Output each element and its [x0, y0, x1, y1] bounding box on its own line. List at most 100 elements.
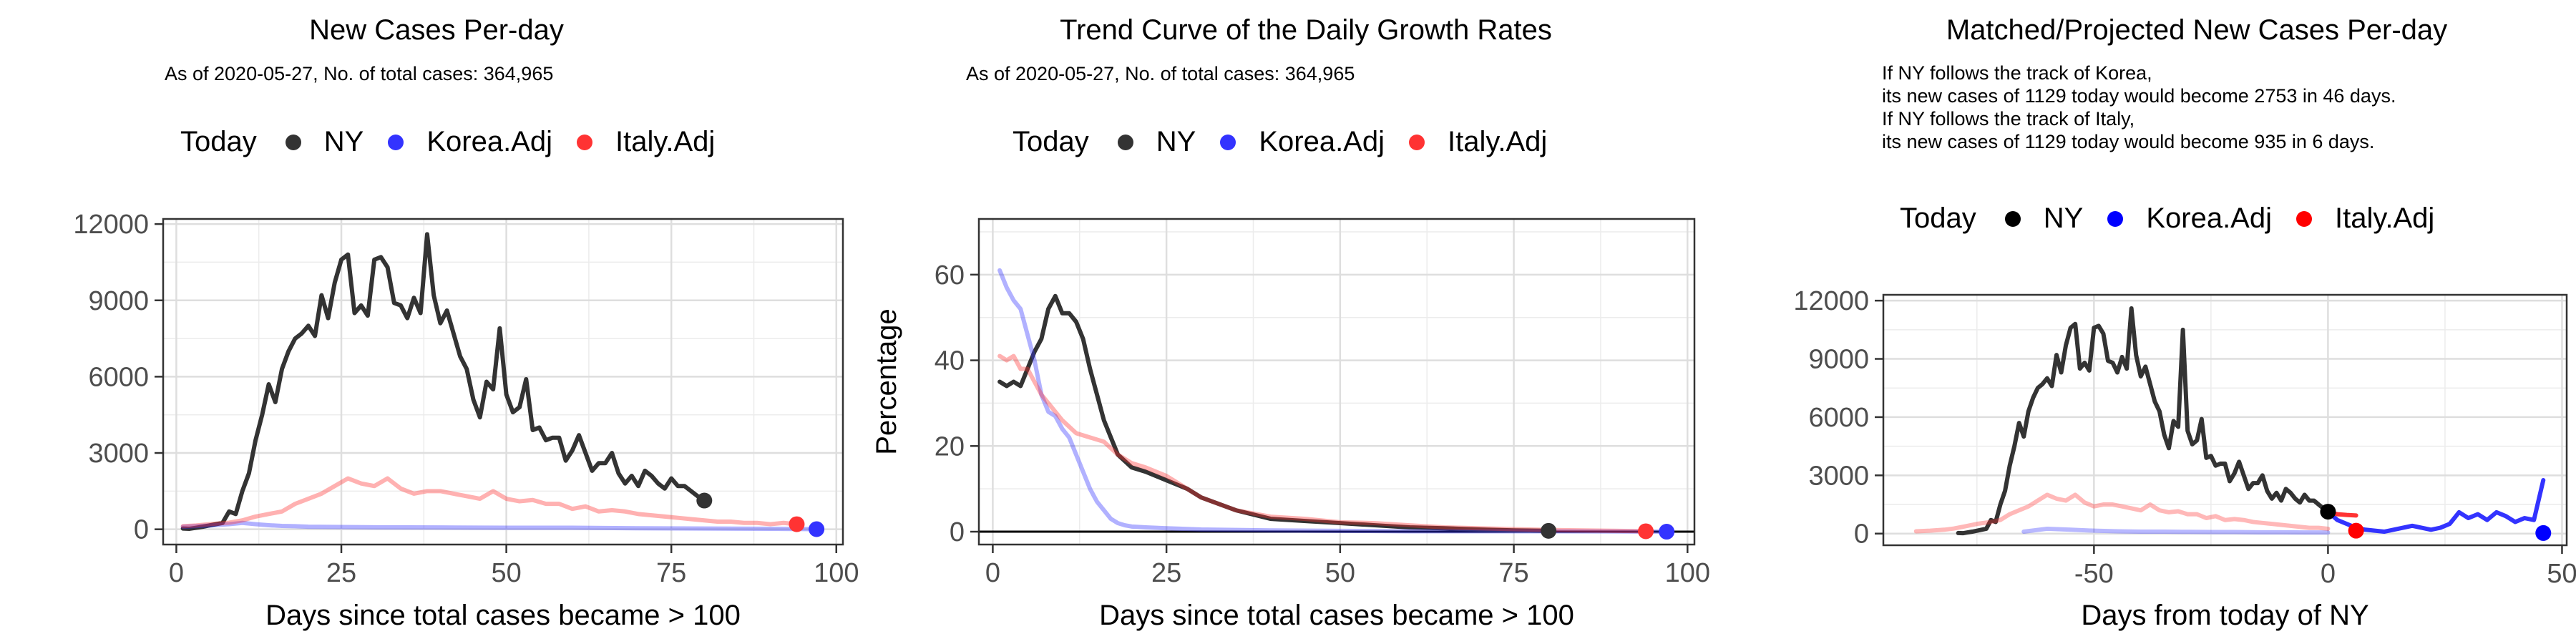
x-tick-label: 50 — [2547, 559, 2576, 589]
y-tick-label: 40 — [935, 346, 965, 376]
chart-plot-2: 0 25 50 75 100 0 20 40 60 Days since total cases … — [871, 218, 1710, 631]
legend-item-italy: Italy.Adj — [2296, 203, 2434, 235]
today-point-korea-adj — [2535, 525, 2552, 541]
y-tick-label: 9000 — [88, 286, 149, 316]
series-line-korea-adj-matched — [2021, 526, 2331, 535]
legend-dot-italy — [577, 134, 592, 150]
legend-title: Today — [180, 126, 257, 157]
series-line-korea-adj — [180, 520, 819, 532]
today-point-italy-adj — [789, 516, 805, 532]
x-axis-label: Days from today of NY — [2081, 600, 2368, 631]
x-tick-label: 100 — [1665, 558, 1710, 588]
y-tick-label: 60 — [935, 260, 965, 291]
legend-dot-italy — [2296, 210, 2312, 227]
y-tick-label: 0 — [134, 515, 149, 545]
y-tick-label: 0 — [950, 517, 965, 547]
chart-legend: Today NY Korea.Adj Italy.Adj — [1900, 203, 2459, 235]
legend-dot-korea — [2107, 210, 2124, 227]
chart-title: New Cases Per-day — [309, 14, 564, 46]
y-tick-label: 12000 — [1793, 286, 1869, 316]
x-tick-label: 100 — [814, 558, 859, 588]
today-point-korea-adj — [1659, 524, 1675, 540]
y-tick-label: 0 — [1854, 519, 1869, 550]
x-tick-label: 25 — [326, 558, 356, 588]
legend-dot-korea — [1220, 134, 1236, 150]
today-point-italy-adj — [2348, 522, 2364, 539]
legend-dot-korea — [388, 134, 404, 150]
series-line-ny — [1956, 306, 2331, 536]
y-tick-label: 20 — [935, 431, 965, 462]
legend-label-ny: NY — [1156, 126, 1196, 157]
x-tick-label: -50 — [2074, 559, 2114, 589]
legend-item-ny: NY — [2004, 203, 2084, 235]
x-axis-label: Days since total cases became > 100 — [265, 600, 741, 631]
legend-item-korea: Korea.Adj — [1220, 126, 1385, 158]
chart-subtitle: As of 2020-05-27, No. of total cases: 36… — [966, 63, 1355, 84]
projection-note: If NY follows the track of Korea, its ne… — [1882, 62, 2396, 153]
chart-legend: Today NY Korea.Adj Italy.Adj — [180, 126, 739, 158]
x-tick-label: 75 — [656, 558, 686, 588]
x-tick-label: 75 — [1498, 558, 1528, 588]
chart-panel-3: Matched/Projected New Cases Per-day If N… — [1717, 0, 2576, 644]
legend-label-italy: Italy.Adj — [1448, 126, 1548, 157]
y-tick-label: 3000 — [1808, 461, 1869, 491]
legend-item-korea: Korea.Adj — [388, 126, 552, 158]
today-point-italy-adj — [1638, 523, 1654, 540]
today-point-ny — [2320, 504, 2336, 520]
legend-label-korea: Korea.Adj — [426, 126, 552, 157]
y-tick-label: 9000 — [1808, 345, 1869, 375]
x-axis-label: Days since total cases became > 100 — [1099, 600, 1574, 631]
legend-item-ny: NY — [285, 126, 364, 158]
x-tick-label: 0 — [985, 558, 1000, 588]
y-tick-label: 3000 — [88, 439, 149, 469]
y-tick-label: 6000 — [88, 362, 149, 392]
legend-title: Today — [1013, 126, 1089, 157]
projection-line: its new cases of 1129 today would become… — [1882, 85, 2396, 107]
series-line-italy-adj — [180, 476, 799, 529]
legend-item-italy: Italy.Adj — [577, 126, 715, 158]
chart-plot-1: 0 25 50 75 100 0 3000 6000 9000 12000 Days since t… — [73, 210, 859, 631]
legend-item-ny: NY — [1117, 126, 1196, 158]
x-tick-label: 0 — [2321, 559, 2336, 589]
series-line-ny — [997, 293, 1551, 533]
legend-item-italy: Italy.Adj — [1409, 126, 1547, 158]
chart-title: Matched/Projected New Cases Per-day — [1946, 14, 2448, 46]
x-tick-label: 50 — [1325, 558, 1355, 588]
chart-panel-1: New Cases Per-day As of 2020-05-27, No. … — [0, 0, 859, 644]
chart-plot-3: -50 0 50 0 3000 6000 9000 12000 Days from today … — [1793, 286, 2576, 631]
grid — [979, 219, 1694, 545]
legend-dot-ny — [285, 134, 301, 150]
legend-dot-ny — [1117, 134, 1133, 150]
projection-line: its new cases of 1129 today would become… — [1882, 131, 2375, 152]
grid — [1883, 295, 2567, 545]
legend-item-korea: Korea.Adj — [2107, 203, 2272, 235]
legend-dot-ny — [2004, 210, 2021, 227]
chart-subtitle: As of 2020-05-27, No. of total cases: 36… — [165, 63, 554, 84]
x-tick-label: 25 — [1151, 558, 1181, 588]
x-tick-label: 0 — [169, 558, 184, 588]
legend-title: Today — [1900, 203, 1976, 234]
series-line-korea-adj — [997, 268, 1669, 535]
chart-legend: Today NY Korea.Adj Italy.Adj — [1013, 126, 1571, 158]
projection-line: If NY follows the track of Italy, — [1882, 108, 2135, 130]
plot-border — [977, 218, 1696, 546]
legend-label-ny: NY — [2043, 203, 2084, 234]
grid — [163, 219, 843, 545]
x-tick-label: 50 — [491, 558, 521, 588]
legend-label-ny: NY — [323, 126, 364, 157]
legend-dot-italy — [1409, 134, 1425, 150]
legend-label-korea: Korea.Adj — [1259, 126, 1385, 157]
today-point-ny — [1541, 522, 1557, 539]
plot-border — [162, 218, 844, 546]
today-point-ny — [696, 492, 713, 509]
chart-title: Trend Curve of the Daily Growth Rates — [1060, 14, 1552, 46]
chart-panel-2: Trend Curve of the Daily Growth Rates As… — [859, 0, 1717, 644]
series-line-italy-adj — [997, 353, 1649, 534]
y-axis-label: Percentage — [871, 308, 902, 455]
legend-label-korea: Korea.Adj — [2146, 203, 2272, 234]
series-line-italy-adj-matched — [1913, 492, 2331, 534]
legend-label-italy: Italy.Adj — [2335, 203, 2435, 234]
projection-line: If NY follows the track of Korea, — [1882, 62, 2152, 84]
y-tick-label: 12000 — [73, 210, 149, 240]
series-line-korea-adj-projected — [2326, 478, 2546, 535]
